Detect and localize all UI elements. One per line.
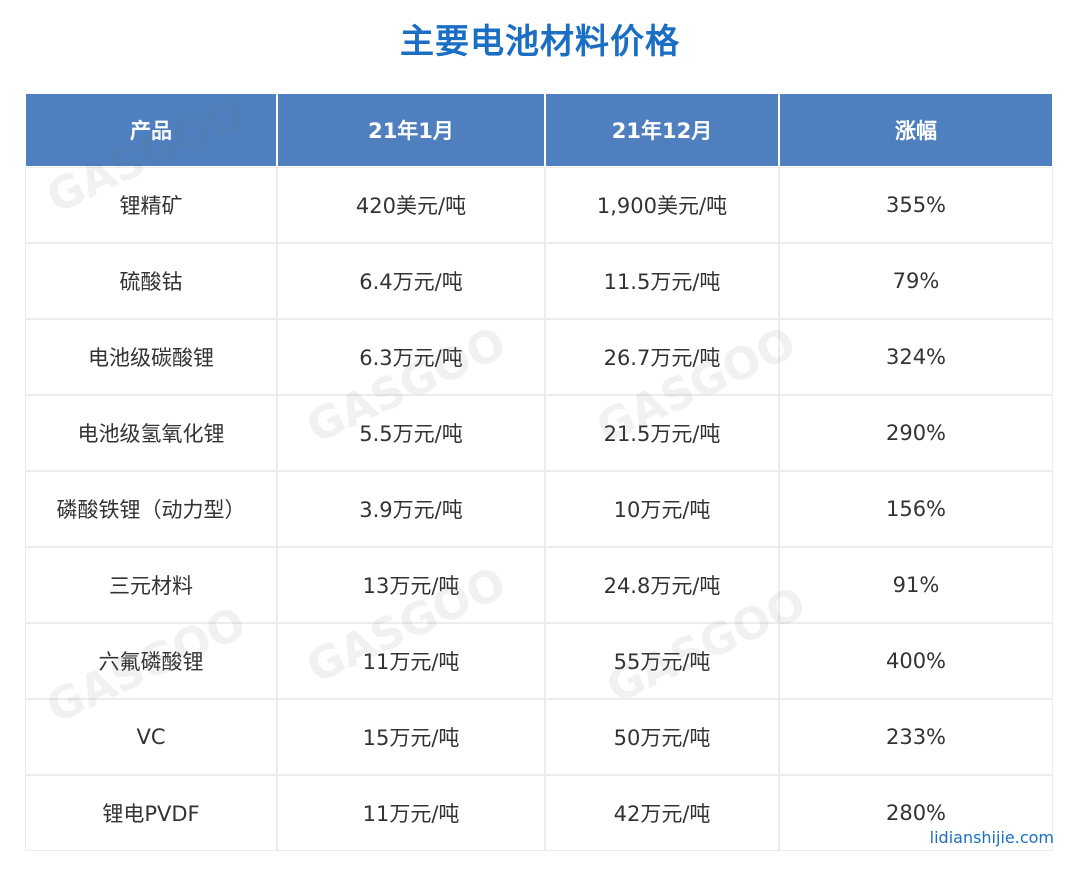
cell-jan-price: 5.5万元/吨 — [278, 396, 544, 470]
table-row: 电池级碳酸锂 6.3万元/吨 26.7万元/吨 324% — [26, 320, 1052, 394]
cell-change: 91% — [780, 548, 1052, 622]
cell-product: 硫酸钴 — [26, 244, 276, 318]
cell-dec-price: 11.5万元/吨 — [546, 244, 778, 318]
cell-dec-price: 26.7万元/吨 — [546, 320, 778, 394]
table-row: 电池级氢氧化锂 5.5万元/吨 21.5万元/吨 290% — [26, 396, 1052, 470]
table-row: 锂精矿 420美元/吨 1,900美元/吨 355% — [26, 168, 1052, 242]
cell-change: 156% — [780, 472, 1052, 546]
cell-jan-price: 11万元/吨 — [278, 776, 544, 850]
price-table: 产品 21年1月 21年12月 涨幅 锂精矿 420美元/吨 1,900美元/吨… — [24, 92, 1054, 852]
cell-jan-price: 420美元/吨 — [278, 168, 544, 242]
cell-dec-price: 10万元/吨 — [546, 472, 778, 546]
header-product: 产品 — [26, 94, 276, 166]
cell-product: 磷酸铁锂（动力型） — [26, 472, 276, 546]
cell-jan-price: 11万元/吨 — [278, 624, 544, 698]
price-table-container: 产品 21年1月 21年12月 涨幅 锂精矿 420美元/吨 1,900美元/吨… — [24, 92, 1054, 852]
cell-dec-price: 42万元/吨 — [546, 776, 778, 850]
cell-dec-price: 55万元/吨 — [546, 624, 778, 698]
cell-change: 324% — [780, 320, 1052, 394]
table-row: 硫酸钴 6.4万元/吨 11.5万元/吨 79% — [26, 244, 1052, 318]
cell-change: 290% — [780, 396, 1052, 470]
cell-product: 锂电PVDF — [26, 776, 276, 850]
cell-jan-price: 15万元/吨 — [278, 700, 544, 774]
cell-product: VC — [26, 700, 276, 774]
table-header-row: 产品 21年1月 21年12月 涨幅 — [26, 94, 1052, 166]
table-row: 六氟磷酸锂 11万元/吨 55万元/吨 400% — [26, 624, 1052, 698]
cell-dec-price: 24.8万元/吨 — [546, 548, 778, 622]
cell-dec-price: 21.5万元/吨 — [546, 396, 778, 470]
cell-jan-price: 6.3万元/吨 — [278, 320, 544, 394]
cell-product: 三元材料 — [26, 548, 276, 622]
page-title: 主要电池材料价格 — [400, 22, 680, 62]
header-change: 涨幅 — [780, 94, 1052, 166]
cell-change: 79% — [780, 244, 1052, 318]
cell-change: 233% — [780, 700, 1052, 774]
cell-product: 六氟磷酸锂 — [26, 624, 276, 698]
cell-change: 280% — [780, 776, 1052, 850]
cell-product: 电池级碳酸锂 — [26, 320, 276, 394]
table-row: 锂电PVDF 11万元/吨 42万元/吨 280% — [26, 776, 1052, 850]
cell-jan-price: 6.4万元/吨 — [278, 244, 544, 318]
header-jan-21: 21年1月 — [278, 94, 544, 166]
header-dec-21: 21年12月 — [546, 94, 778, 166]
cell-dec-price: 1,900美元/吨 — [546, 168, 778, 242]
table-row: VC 15万元/吨 50万元/吨 233% — [26, 700, 1052, 774]
cell-change: 400% — [780, 624, 1052, 698]
cell-jan-price: 13万元/吨 — [278, 548, 544, 622]
table-row: 三元材料 13万元/吨 24.8万元/吨 91% — [26, 548, 1052, 622]
cell-jan-price: 3.9万元/吨 — [278, 472, 544, 546]
cell-change: 355% — [780, 168, 1052, 242]
table-row: 磷酸铁锂（动力型） 3.9万元/吨 10万元/吨 156% — [26, 472, 1052, 546]
cell-product: 电池级氢氧化锂 — [26, 396, 276, 470]
cell-dec-price: 50万元/吨 — [546, 700, 778, 774]
source-site-label: lidianshijie.com — [929, 828, 1054, 847]
cell-product: 锂精矿 — [26, 168, 276, 242]
